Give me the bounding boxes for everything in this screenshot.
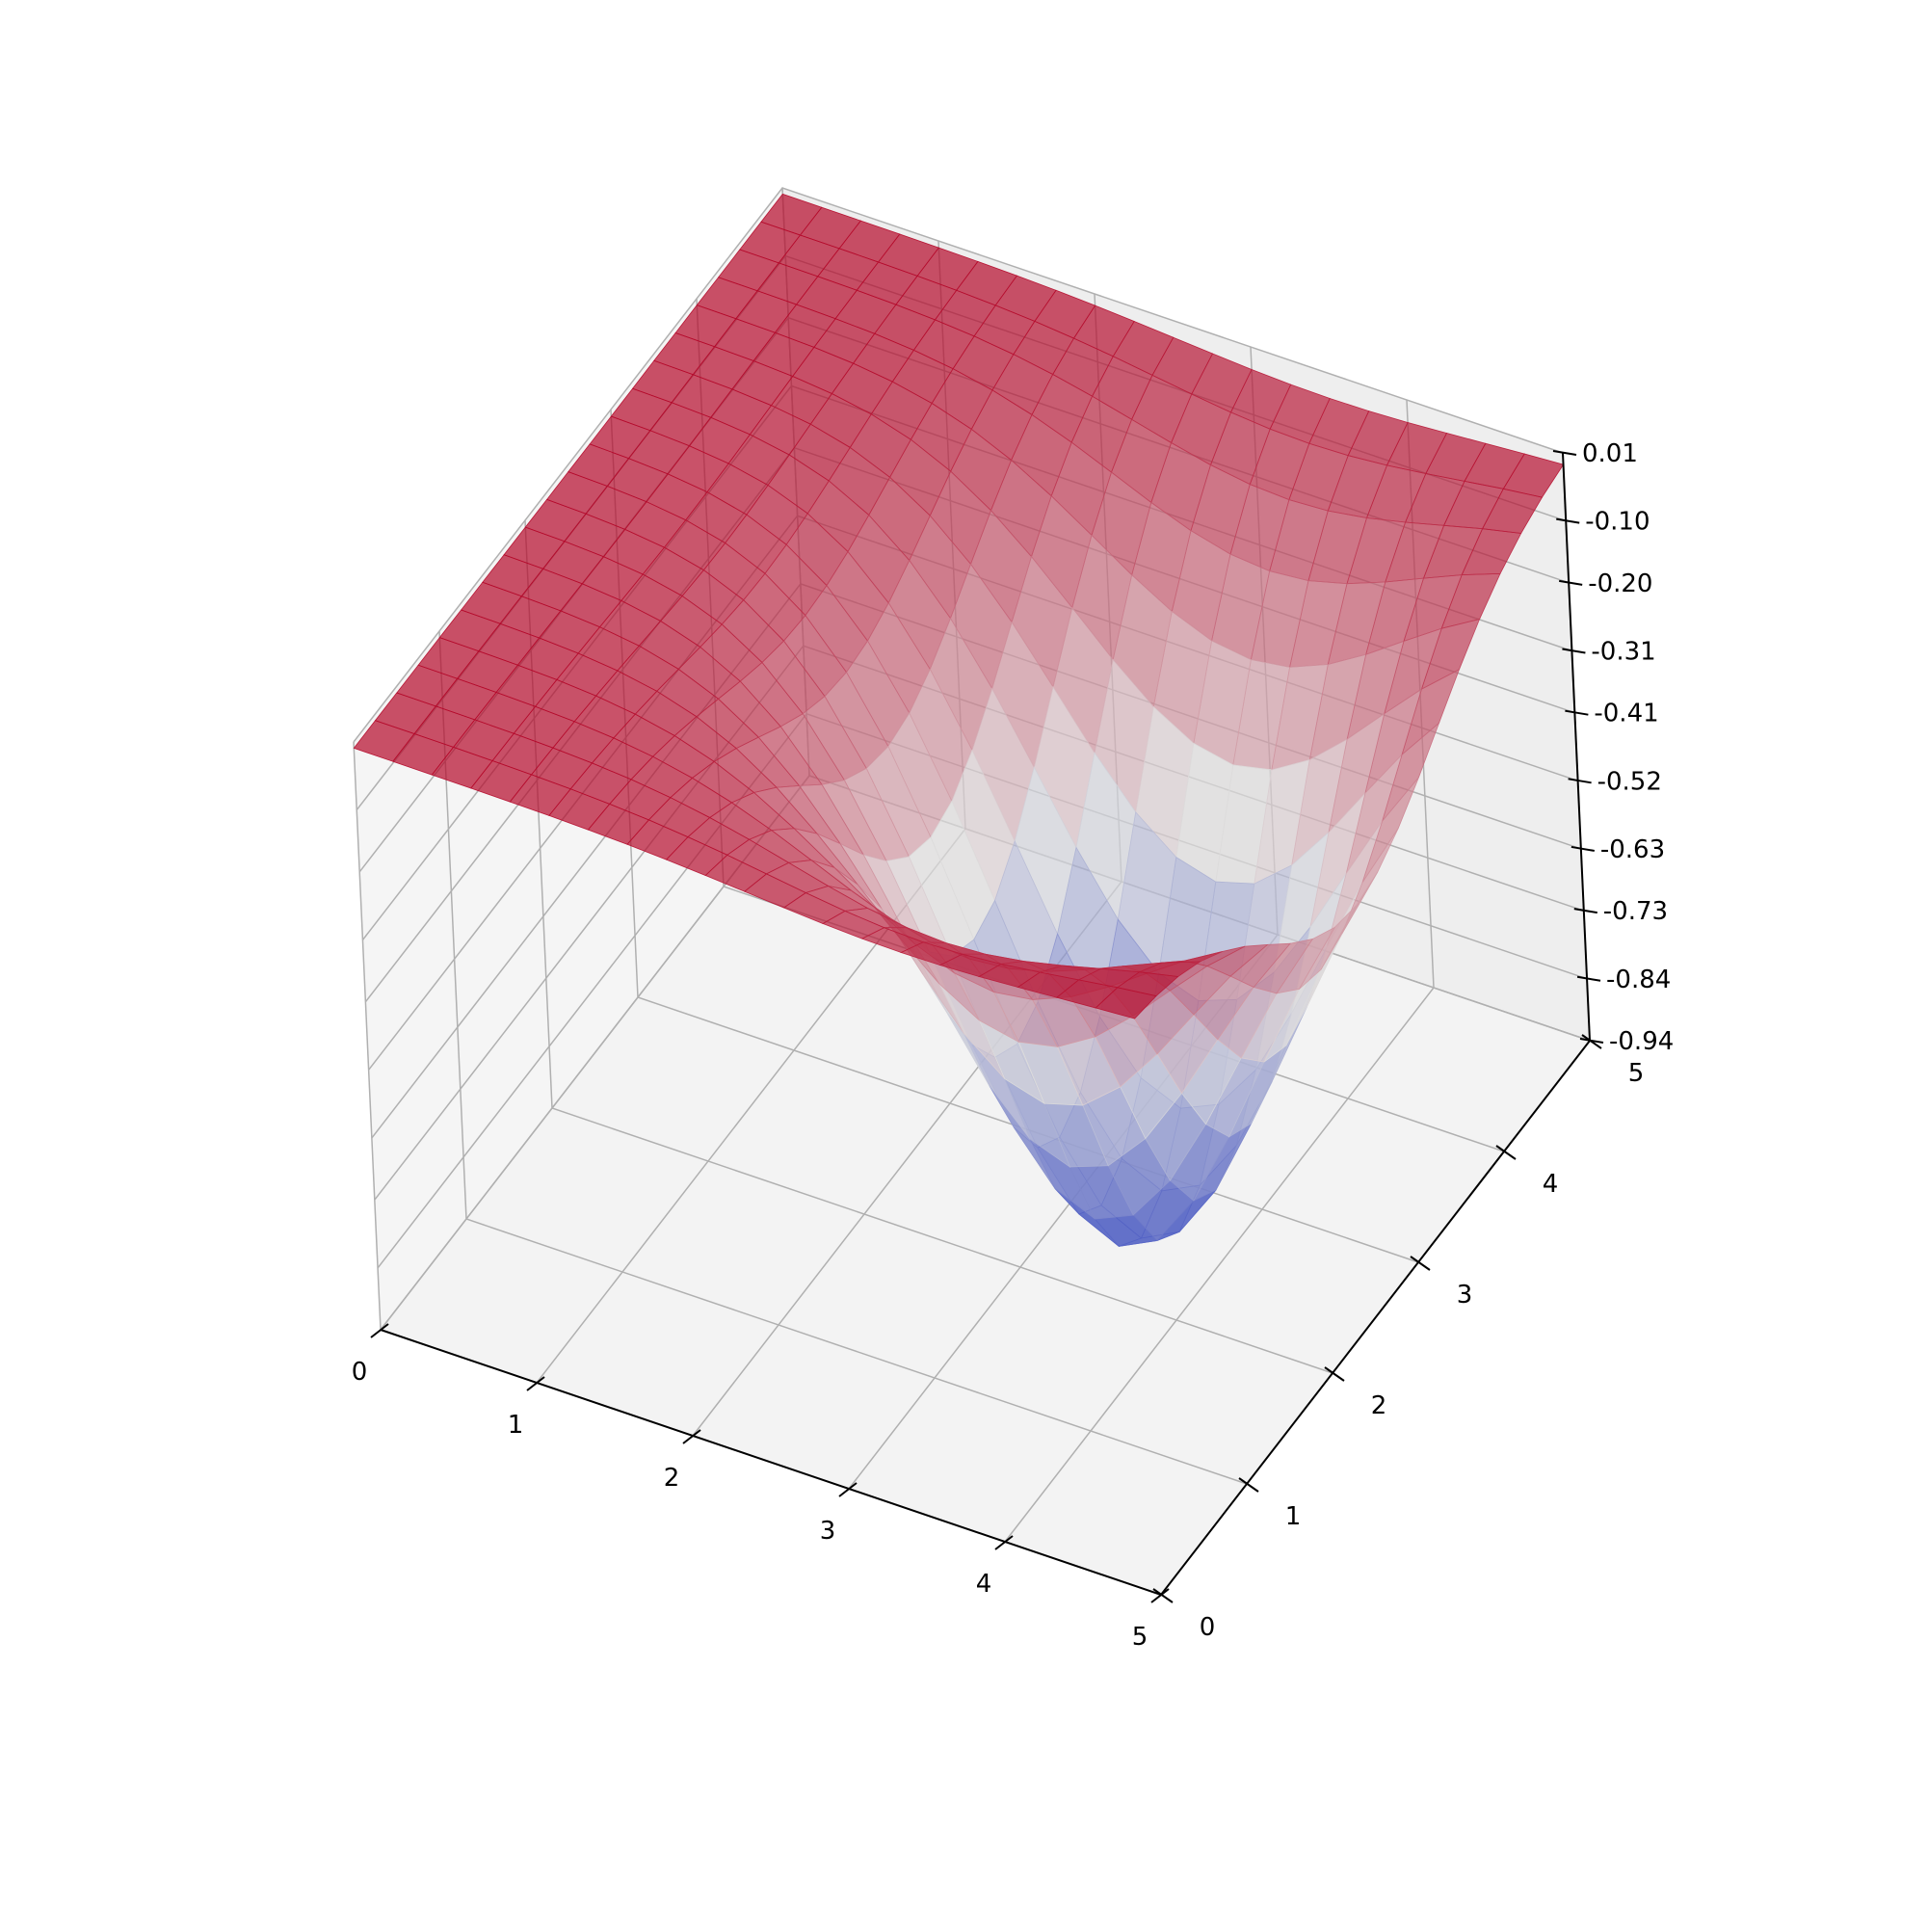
y-tick-mark (1495, 1145, 1517, 1160)
x-tick-mark (838, 1482, 858, 1497)
y-tick-mark (1238, 1477, 1259, 1493)
z-tick-mark (1559, 579, 1583, 586)
x-tick-mark (526, 1376, 545, 1391)
y-axis-line (1160, 1040, 1591, 1596)
x-tick-mark (1150, 1588, 1170, 1603)
z-tick-label: -0.20 (1588, 569, 1652, 598)
y-tick-label: 0 (1200, 1613, 1216, 1642)
z-tick-label: -0.63 (1600, 835, 1665, 864)
x-tick-label: 1 (508, 1411, 524, 1440)
z-tick-label: -0.41 (1594, 700, 1658, 728)
y-tick-label: 2 (1371, 1391, 1387, 1420)
z-tick-mark (1562, 648, 1586, 654)
z-tick-mark (1552, 450, 1577, 456)
z-axis-line (1562, 452, 1591, 1042)
x-tick-label: 0 (352, 1358, 368, 1387)
z-tick-label: -0.84 (1606, 966, 1671, 994)
x-axis-line (380, 1329, 1162, 1596)
z-tick-mark (1565, 709, 1589, 716)
z-gridline (353, 187, 1564, 743)
surface-face (1095, 987, 1157, 1019)
x-tick-label: 3 (820, 1517, 836, 1546)
y-tick-label: 3 (1457, 1281, 1473, 1310)
x-tick-mark (994, 1535, 1014, 1550)
y-tick-label: 4 (1543, 1170, 1559, 1199)
z-tick-label: -0.10 (1585, 508, 1650, 537)
axis-lines (380, 452, 1591, 1596)
x-tick-label: 2 (664, 1464, 680, 1493)
y-tick-label: 5 (1628, 1059, 1645, 1088)
axis-ticks: 0 1 2 3 4 5 0 1 2 3 4 5 0.01 -0.10 -0.20 -0.31 -0.41 -0.5… (352, 439, 1675, 1652)
z-tick-mark (1568, 778, 1592, 784)
x-tick-mark (682, 1429, 701, 1444)
y-tick-mark (1152, 1588, 1174, 1603)
z-tick-mark (1556, 517, 1580, 524)
z-tick-label: -0.94 (1609, 1027, 1674, 1056)
surface-mesh (353, 193, 1565, 1247)
z-tick-mark (1579, 1038, 1604, 1044)
x-tick-label: 4 (976, 1570, 992, 1599)
z-tick-label: -0.73 (1603, 897, 1668, 926)
x-tick-mark (370, 1323, 389, 1338)
y-tick-mark (1410, 1256, 1431, 1271)
y-tick-mark (1324, 1366, 1345, 1382)
y-tick-label: 1 (1285, 1502, 1302, 1531)
z-tick-label: -0.52 (1597, 767, 1662, 796)
z-tick-label: -0.31 (1591, 637, 1655, 666)
x-tick-label: 5 (1132, 1623, 1148, 1652)
z-tick-mark (1576, 975, 1601, 982)
z-tick-mark (1573, 908, 1597, 914)
z-tick-mark (1571, 845, 1596, 852)
z-tick-label: 0.01 (1582, 439, 1638, 468)
